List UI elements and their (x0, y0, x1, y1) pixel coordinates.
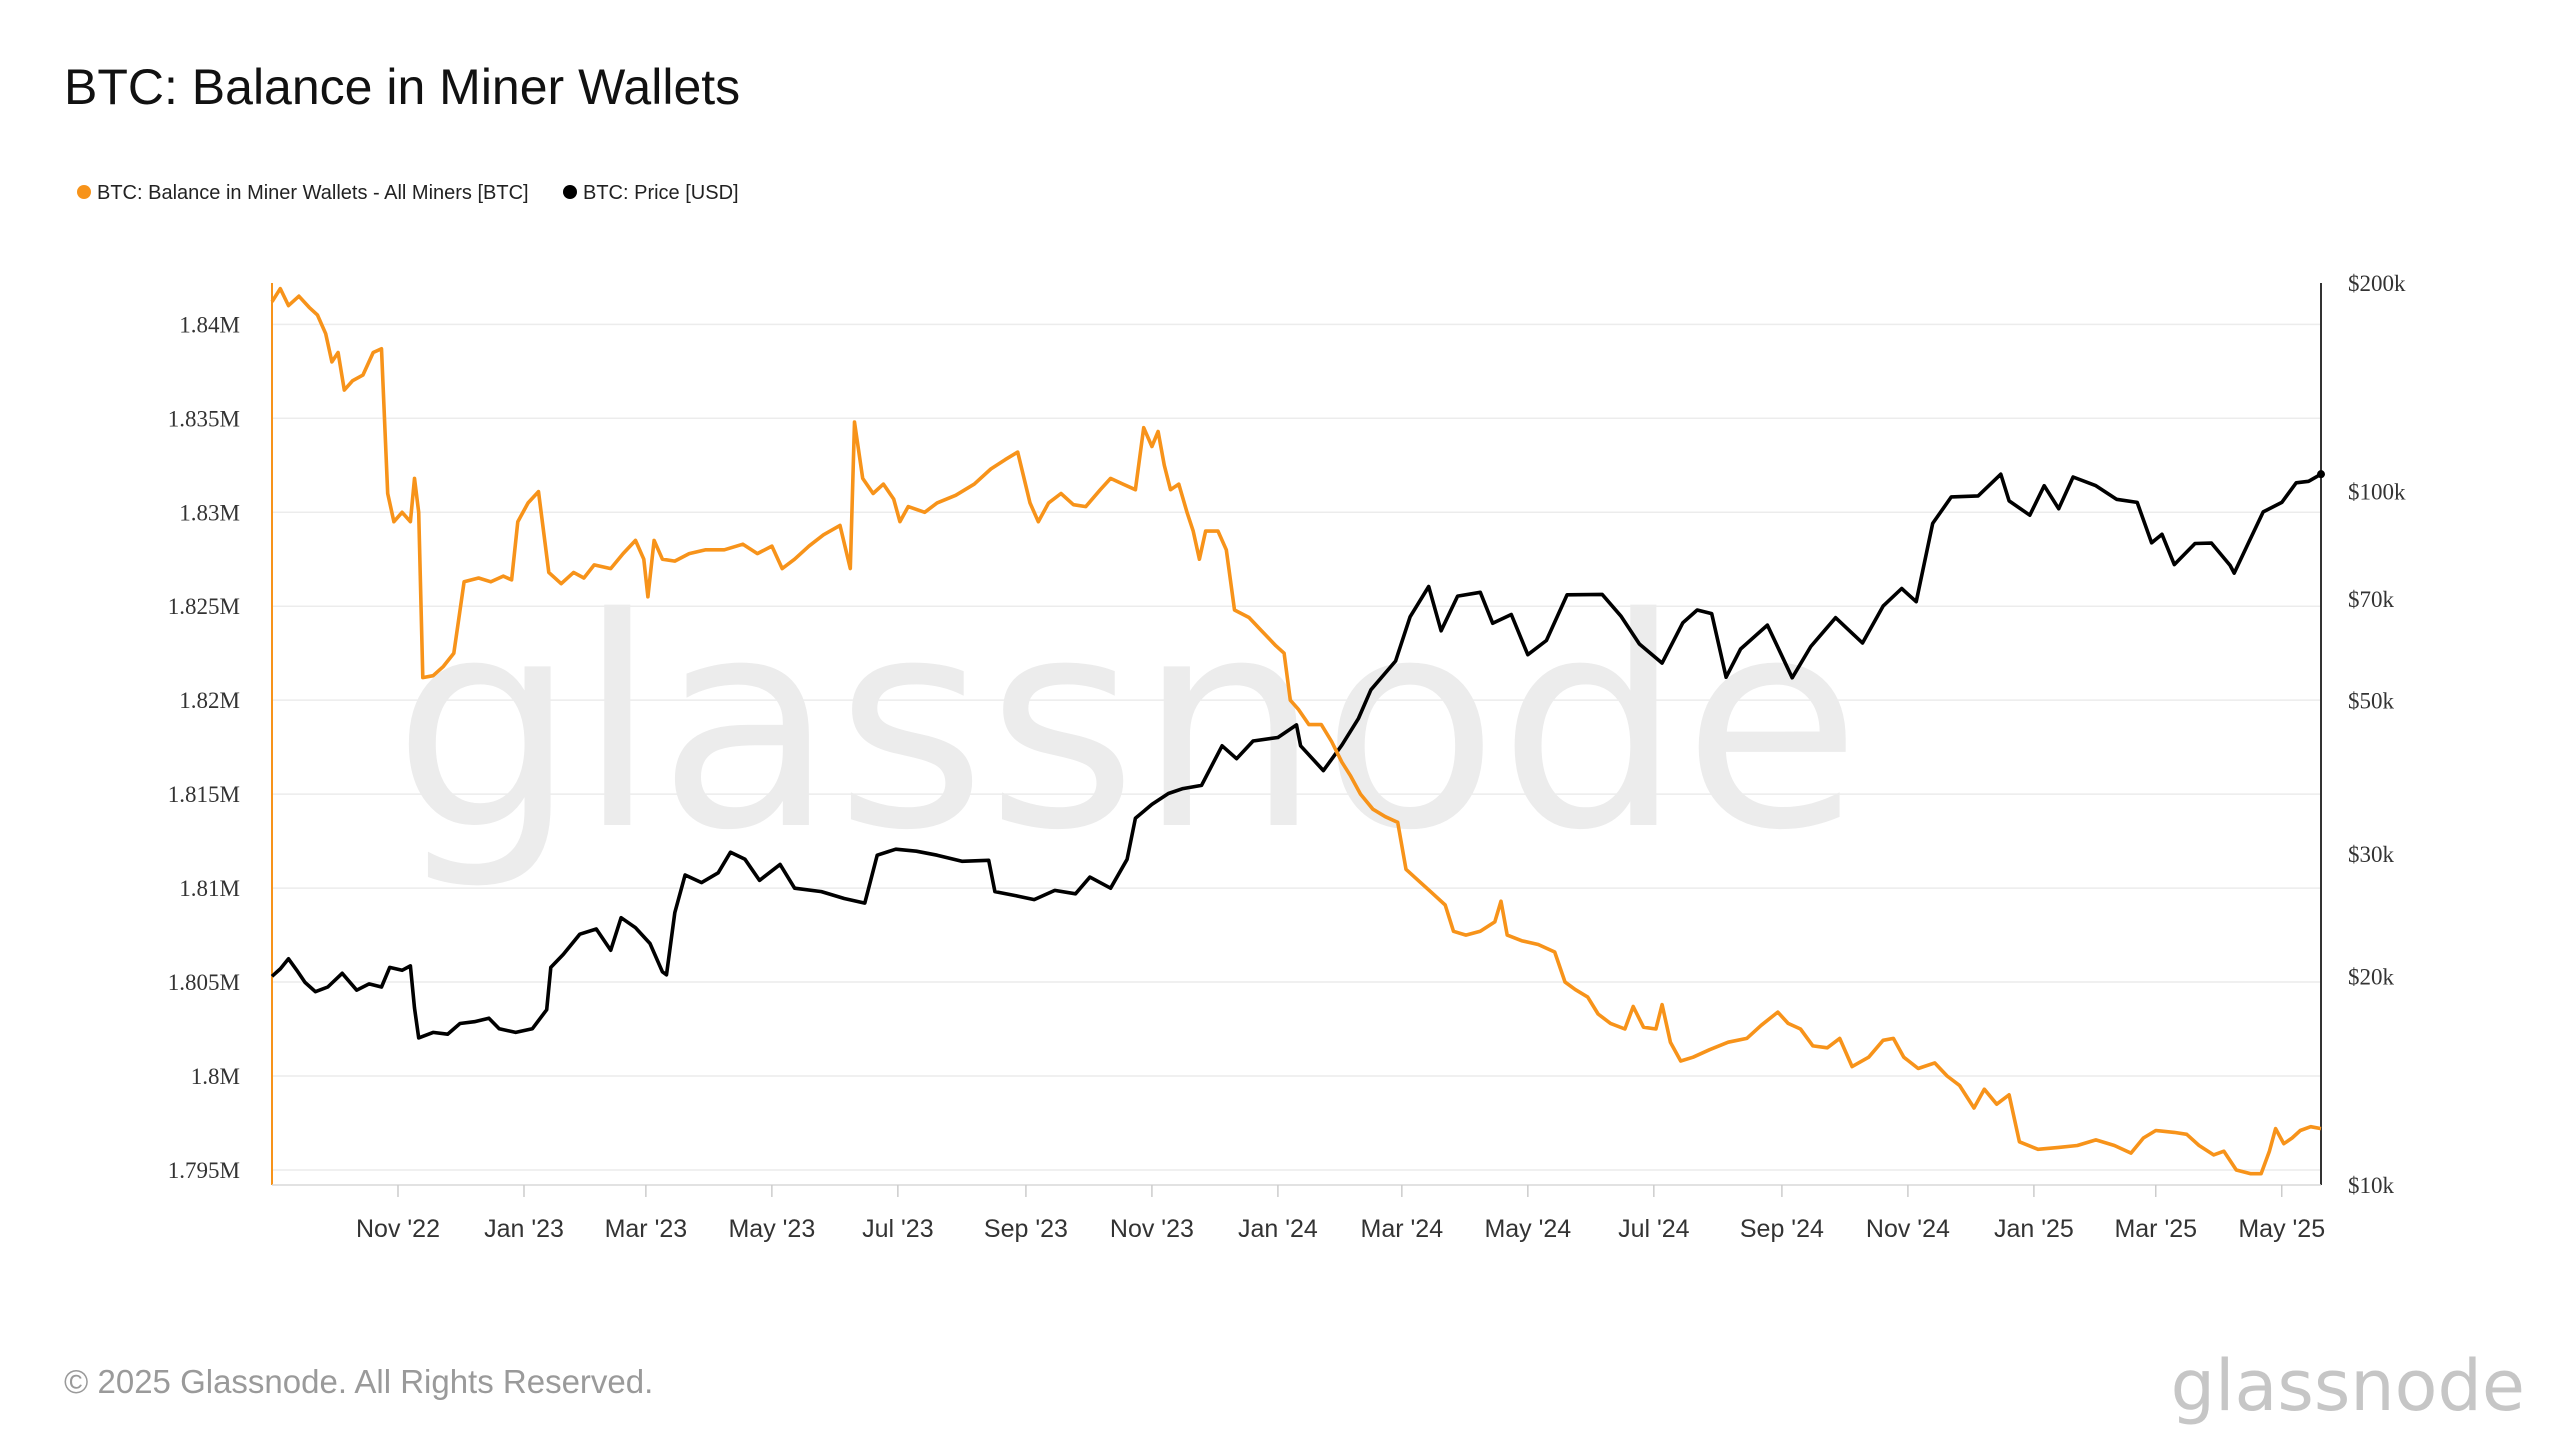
y-right-tick-label: $200k (2348, 271, 2406, 296)
x-tick-label: Mar '23 (605, 1215, 688, 1243)
y-left-tick-label: 1.82M (179, 688, 240, 713)
right-axis: $10k $20k $30k $50k $70k $100k $200k (2348, 271, 2406, 1198)
watermark: glassnode (393, 557, 1861, 894)
x-tick-label: Mar '24 (1361, 1215, 1444, 1243)
x-tick-label: Nov '24 (1866, 1215, 1950, 1243)
y-right-tick-label: $50k (2348, 688, 2395, 713)
left-axis: 1.795M 1.8M 1.805M 1.81M 1.815M 1.82M 1.825M 1.… (168, 312, 240, 1183)
y-right-tick-label: $30k (2348, 842, 2395, 867)
gridlines (272, 323, 2321, 1171)
glassnode-logo: glassnode (2171, 1345, 2525, 1427)
series-line-balance (270, 286, 2322, 1176)
legend-item-price[interactable]: BTC: Price [USD] (563, 182, 739, 204)
legend: BTC: Balance in Miner Wallets - All Mine… (77, 182, 739, 204)
legend-marker-balance (77, 185, 91, 199)
x-tick-label: Jan '23 (484, 1215, 564, 1243)
y-left-tick-label: 1.825M (168, 594, 240, 619)
x-tick-label: Sep '24 (1740, 1215, 1824, 1243)
x-tick-label: Mar '25 (2114, 1215, 2197, 1243)
legend-label-balance: BTC: Balance in Miner Wallets - All Mine… (97, 182, 529, 204)
y-left-tick-label: 1.805M (168, 970, 240, 995)
x-tick-label: May '25 (2238, 1215, 2325, 1243)
x-tick-label: May '24 (1484, 1215, 1571, 1243)
legend-label-price: BTC: Price [USD] (583, 182, 739, 204)
x-tick-label: Sep '23 (984, 1215, 1068, 1243)
x-tick-label: Nov '22 (356, 1215, 440, 1243)
y-left-tick-label: 1.795M (168, 1158, 240, 1183)
x-tick-label: Nov '23 (1110, 1215, 1194, 1243)
y-left-tick-label: 1.835M (168, 406, 240, 431)
x-axis: Nov '22 Jan '23 Mar '23 May '23 Jul '23 Sep '… (356, 1185, 2325, 1243)
x-tick-label: Jan '24 (1238, 1215, 1318, 1243)
y-right-tick-label: $70k (2348, 587, 2395, 612)
x-tick-label: Jan '25 (1994, 1215, 2074, 1243)
y-left-tick-label: 1.84M (179, 312, 240, 337)
copyright-footer: © 2025 Glassnode. All Rights Reserved. (64, 1363, 653, 1400)
y-left-tick-label: 1.8M (191, 1064, 240, 1089)
legend-item-balance[interactable]: BTC: Balance in Miner Wallets - All Mine… (77, 182, 529, 204)
price-last-point (2317, 470, 2325, 479)
series-line-price (270, 472, 2322, 1040)
y-left-tick-label: 1.81M (179, 876, 240, 901)
chart-title: BTC: Balance in Miner Wallets (64, 59, 740, 115)
x-tick-label: Jul '24 (1618, 1215, 1690, 1243)
x-tick-label: May '23 (728, 1215, 815, 1243)
y-left-tick-label: 1.815M (168, 782, 240, 807)
y-left-tick-label: 1.83M (179, 500, 240, 525)
y-right-tick-label: $10k (2348, 1173, 2395, 1198)
x-tick-label: Jul '23 (862, 1215, 933, 1243)
y-right-tick-label: $20k (2348, 964, 2395, 989)
y-right-tick-label: $100k (2348, 480, 2406, 505)
legend-marker-price (563, 185, 577, 199)
